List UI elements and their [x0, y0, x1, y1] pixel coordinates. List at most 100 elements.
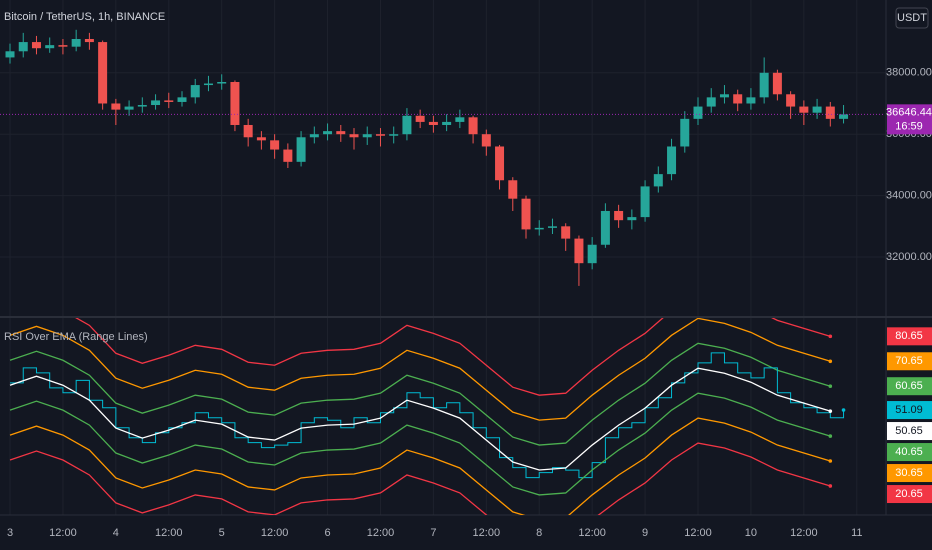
last-point: [828, 359, 833, 364]
value-tag: [887, 464, 932, 483]
countdown: 16:59: [895, 120, 923, 132]
x-tick-label: 6: [324, 527, 330, 539]
value-tag-label: 40.65: [895, 446, 923, 458]
grid: [0, 0, 886, 515]
candle-body: [203, 83, 213, 86]
chart-title: Bitcoin / TetherUS, 1h, BINANCE: [4, 11, 165, 23]
candle-body: [98, 42, 108, 104]
candle-body: [243, 124, 253, 138]
candle-body: [111, 103, 121, 110]
currency[interactable]: USDT: [897, 12, 927, 24]
value-tag-label: 80.65: [895, 330, 923, 342]
last-price-tag: [887, 104, 932, 135]
candle-body: [124, 106, 134, 110]
candle-body: [587, 244, 597, 264]
candle-body: [442, 121, 452, 125]
candle-body: [389, 134, 399, 136]
indicator-pane: [9, 318, 846, 515]
last-point: [828, 409, 833, 413]
candle-body: [521, 198, 531, 230]
candle-body: [600, 210, 610, 245]
candle-body: [84, 39, 94, 43]
candle-body: [45, 45, 55, 49]
x-tick-label: 8: [536, 527, 542, 539]
candle-body: [759, 72, 769, 98]
candle-body: [825, 106, 835, 119]
candle-body: [230, 81, 240, 125]
candle-body: [547, 226, 557, 228]
candle-body: [309, 134, 319, 138]
range-line: [75, 318, 831, 396]
range-line: [9, 417, 831, 515]
candle-body: [151, 100, 161, 106]
x-tick-label: 12:00: [684, 527, 712, 539]
candle-body: [323, 131, 333, 135]
rsi-line: [10, 352, 845, 479]
candle-body: [627, 217, 637, 221]
candle-body: [746, 97, 756, 104]
candle-body: [58, 45, 68, 47]
candle-body: [468, 117, 478, 135]
x-tick-label: 9: [642, 527, 648, 539]
value-tag-label: 30.65: [895, 467, 923, 479]
axes: 3 12:00 4 12:00 5 12:00 6 12:00 7 12:00 8 12:00 9 12:…: [7, 67, 932, 539]
candle-body: [402, 115, 412, 135]
candle-body: [653, 174, 663, 187]
last-point: [828, 434, 833, 438]
candle-body: [495, 146, 505, 181]
candle-body: [561, 226, 571, 239]
candle-body: [5, 51, 15, 58]
y-tick-label: 38000.00: [886, 67, 932, 79]
candle-body: [177, 97, 187, 102]
candle-body: [362, 134, 372, 138]
y-tick-label: 32000.00: [886, 251, 932, 263]
last-point: [828, 384, 833, 389]
candle-body: [680, 118, 690, 147]
x-tick-label: 12:00: [49, 527, 77, 539]
candle-body: [256, 137, 266, 141]
x-tick-label: 10: [745, 527, 757, 539]
candle-body: [190, 85, 200, 98]
last-price-label: 36646.44: [886, 106, 932, 118]
range-line: [9, 318, 831, 421]
candle-body: [137, 105, 147, 107]
value-tag: [887, 377, 932, 396]
candle-body: [508, 180, 518, 199]
candle-body: [614, 210, 624, 221]
x-tick-label: 12:00: [578, 527, 606, 539]
candle-body: [719, 94, 729, 98]
value-tag: [887, 327, 932, 346]
candle-body: [428, 121, 438, 125]
x-tick-label: 3: [7, 527, 13, 539]
candle-body: [693, 106, 703, 119]
value-tag: [887, 443, 932, 462]
last-point: [828, 334, 833, 339]
indicator-title: RSI Over EMA (Range Lines): [4, 331, 148, 343]
value-tag-label: 70.65: [895, 355, 923, 367]
candle-body: [481, 134, 491, 147]
candle-body: [270, 140, 280, 150]
currency-badge[interactable]: [895, 7, 929, 29]
candle-body: [283, 149, 293, 162]
x-tick-label: 12:00: [155, 527, 183, 539]
value-tag: [887, 422, 932, 441]
last-point: [828, 459, 833, 463]
x-tick-label: 12:00: [367, 527, 395, 539]
x-tick-label: 4: [113, 527, 119, 539]
candle-body: [375, 134, 385, 136]
candle-body: [839, 114, 849, 119]
candle-body: [415, 115, 425, 122]
x-tick-label: 5: [219, 527, 225, 539]
x-tick-label: 11: [851, 527, 862, 539]
range-line: [9, 442, 831, 515]
candle-body: [640, 186, 650, 218]
candle-body: [786, 94, 796, 107]
candle-body: [296, 137, 306, 162]
candle-body: [706, 97, 716, 107]
value-tag: [887, 485, 932, 504]
candle-body: [812, 106, 822, 113]
candle-body: [772, 72, 782, 95]
